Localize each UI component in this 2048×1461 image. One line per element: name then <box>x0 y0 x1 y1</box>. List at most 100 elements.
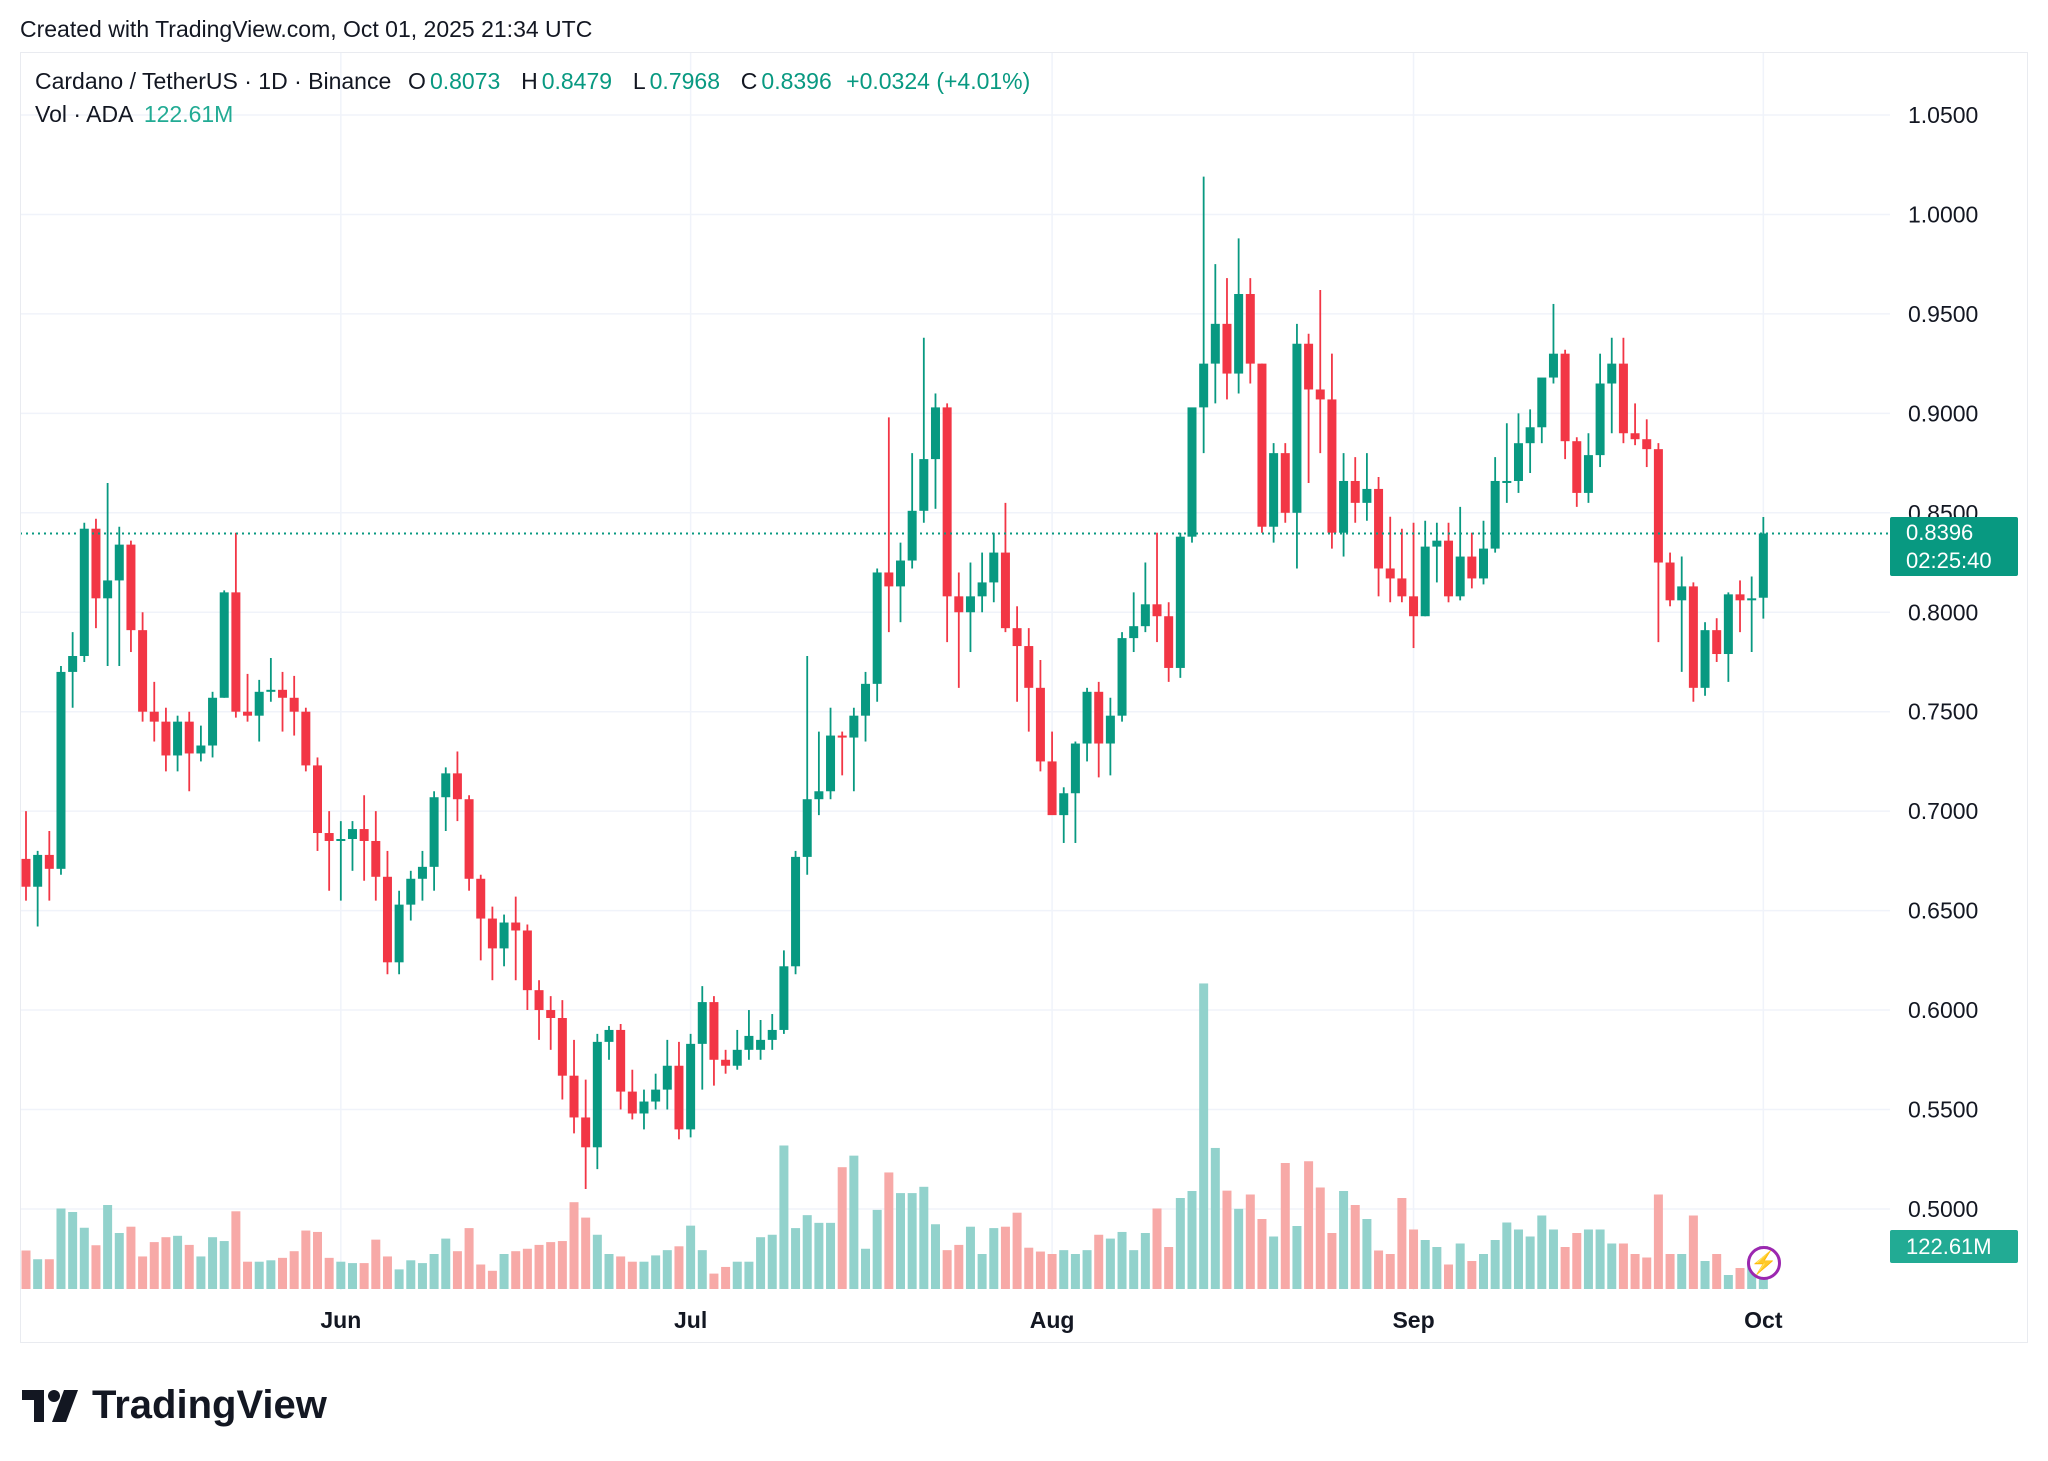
candle-body <box>744 1035 754 1050</box>
volume-bar <box>79 1227 89 1289</box>
volume-bar <box>721 1266 731 1289</box>
volume-bar <box>21 1250 31 1289</box>
volume-bar <box>1000 1226 1010 1289</box>
volume-bar <box>1513 1229 1523 1289</box>
volume-bar <box>173 1235 183 1289</box>
candle-body <box>138 630 148 712</box>
candles <box>21 176 1768 1190</box>
candle-body <box>697 1002 707 1044</box>
candle-body <box>289 697 299 712</box>
volume-bar <box>289 1251 299 1289</box>
volume-bar <box>581 1217 591 1289</box>
volume-value: 122.61M <box>143 101 234 127</box>
volume-bar <box>826 1222 836 1289</box>
volume-bar <box>779 1145 789 1289</box>
candle-body <box>1560 353 1570 442</box>
volume-bar <box>511 1251 521 1289</box>
volume-bar <box>1700 1261 1710 1289</box>
tradingview-logo[interactable]: TradingView <box>22 1383 327 1428</box>
candle-body <box>406 878 416 905</box>
volume-bar <box>417 1263 427 1289</box>
volume-bar <box>896 1193 905 1289</box>
candle-body <box>569 1075 579 1118</box>
volume-bar <box>954 1244 964 1289</box>
volume-label[interactable]: Vol · ADA <box>35 101 134 127</box>
price-tick-label: 0.8000 <box>1908 599 1978 625</box>
volume-bar <box>1688 1215 1698 1289</box>
candle-body <box>1304 343 1314 390</box>
candle-body <box>511 922 521 931</box>
price-tick-label: 1.0000 <box>1908 201 1978 227</box>
volume-bar <box>1490 1240 1500 1289</box>
candle-body <box>814 791 824 800</box>
candle-body <box>907 510 917 561</box>
candle-body <box>1105 715 1115 744</box>
candle-body <box>1245 294 1255 364</box>
candle-body <box>476 878 486 919</box>
volume-bar <box>1665 1254 1675 1289</box>
candle-body <box>930 407 940 460</box>
volume-bar <box>44 1259 54 1289</box>
volume-bar <box>977 1254 987 1289</box>
candle-body <box>837 735 847 738</box>
candle-body <box>1758 533 1768 598</box>
candle-body <box>1374 488 1384 569</box>
time-tick-label: Jul <box>674 1307 707 1333</box>
volume-bar <box>1070 1254 1080 1289</box>
lightning-icon[interactable]: ⚡ <box>1747 1246 1781 1280</box>
volume-bar <box>149 1242 159 1289</box>
candle-body <box>1653 449 1663 563</box>
volume-bar <box>604 1254 614 1289</box>
candle-body <box>1175 536 1185 668</box>
volume-bar <box>1397 1198 1407 1289</box>
volume-bar <box>126 1226 136 1289</box>
volume-bar <box>208 1237 218 1289</box>
candle-body <box>1082 691 1092 744</box>
candle-body <box>1723 594 1733 655</box>
candle-body <box>1152 604 1162 617</box>
volume-bar <box>33 1259 43 1289</box>
candle-body <box>1094 691 1104 744</box>
volume-bar <box>756 1237 766 1289</box>
volume-bar <box>1385 1254 1395 1289</box>
volume-bar <box>1094 1234 1104 1289</box>
volume-bar <box>231 1211 241 1289</box>
volume-bar <box>1642 1257 1652 1289</box>
volume-bar <box>1339 1191 1349 1289</box>
candle-body <box>1315 389 1325 400</box>
candle-body <box>254 691 264 716</box>
volume-bar <box>1117 1231 1127 1289</box>
volume-bar <box>1257 1219 1267 1289</box>
volume-bar <box>499 1254 509 1289</box>
candle-body <box>1187 407 1197 537</box>
volume-bar <box>569 1202 579 1289</box>
volume-bar <box>1175 1198 1185 1289</box>
volume-bar <box>1024 1247 1034 1289</box>
candle-body <box>452 773 462 800</box>
candle-body <box>1700 630 1710 688</box>
price-tick-label: 0.5500 <box>1908 1097 1978 1123</box>
candle-body <box>1525 427 1535 444</box>
candle-body <box>732 1049 742 1066</box>
bar-countdown: 02:25:40 <box>1906 548 1992 573</box>
symbol-title[interactable]: Cardano / TetherUS · 1D · Binance <box>35 68 392 94</box>
price-axis: 1.05001.00000.95000.90000.85000.80000.75… <box>1908 102 1978 1222</box>
volume-bar <box>1735 1268 1745 1289</box>
price-tick-label: 0.5000 <box>1908 1196 1978 1222</box>
candle-body <box>1677 586 1687 601</box>
candle-body <box>417 866 427 879</box>
candle-body <box>1572 441 1582 493</box>
candle-body <box>1420 546 1430 617</box>
candle-body <box>616 1029 626 1092</box>
volume-bar <box>709 1273 719 1289</box>
price-tick-label: 0.9500 <box>1908 301 1978 327</box>
volume-bar <box>1222 1190 1232 1289</box>
candle-body <box>68 656 78 672</box>
candle-body <box>954 596 964 613</box>
volume-bar <box>1304 1161 1314 1289</box>
volume-bar <box>441 1238 451 1289</box>
volume-bar <box>744 1261 754 1289</box>
candle-body <box>592 1041 602 1148</box>
candle-body <box>1595 383 1605 456</box>
